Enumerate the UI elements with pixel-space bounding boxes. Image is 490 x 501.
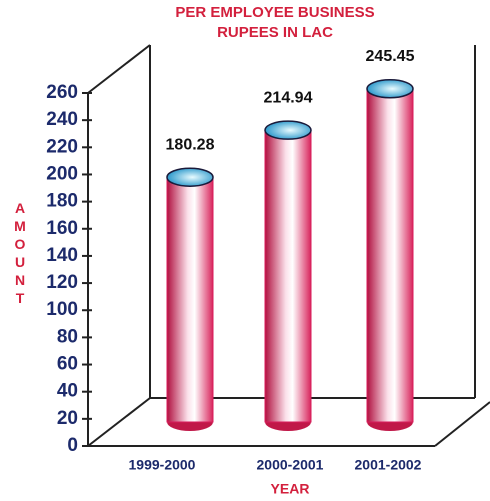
bar [366, 88, 414, 423]
y-tick-label: 200 [46, 163, 78, 184]
value-label: 214.94 [264, 89, 313, 106]
y-tick-label: 180 [46, 191, 78, 212]
bar-top [366, 79, 414, 99]
chart-title: PER EMPLOYEE BUSINESS [175, 4, 374, 21]
y-axis-label: AMOUNT [12, 200, 28, 308]
y-tick-label: 60 [57, 354, 78, 375]
bar-top [166, 167, 214, 187]
y-tick-label: 100 [46, 299, 78, 320]
y-tick-label: 160 [46, 218, 78, 239]
y-tick-label: 0 [67, 435, 78, 456]
y-tick-label: 260 [46, 82, 78, 103]
x-tick-label: 2000-2001 [257, 457, 324, 473]
x-axis-label: YEAR [271, 481, 310, 497]
y-tick-label: 80 [57, 326, 78, 347]
y-tick-label: 140 [46, 245, 78, 266]
bar [166, 176, 214, 423]
y-tick-label: 20 [57, 408, 78, 429]
chart-subtitle: RUPEES IN LAC [217, 24, 333, 41]
bar-top [264, 120, 312, 140]
y-tick-label: 40 [57, 381, 78, 402]
y-tick-label: 120 [46, 272, 78, 293]
bar [264, 129, 312, 423]
x-tick-label: 1999-2000 [129, 457, 196, 473]
x-tick-label: 2001-2002 [355, 457, 422, 473]
y-tick-label: 240 [46, 109, 78, 130]
value-label: 245.45 [366, 48, 415, 65]
value-label: 180.28 [166, 136, 215, 153]
y-tick-label: 220 [46, 136, 78, 157]
